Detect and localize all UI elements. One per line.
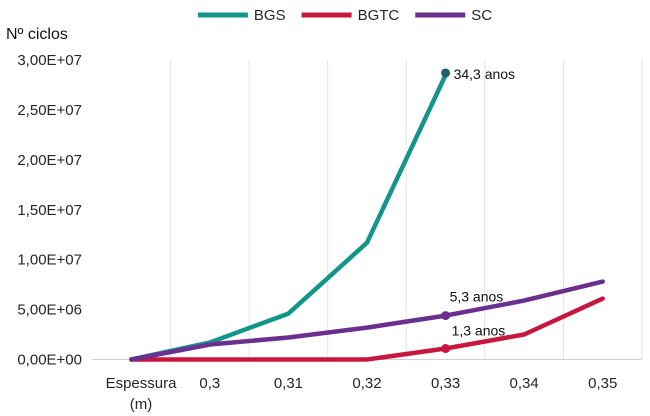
y-tick-label: 1,50E+07: [17, 202, 82, 219]
x-axis-ticks: 0,3 0,31 0,32 0,33 0,34 0,35: [199, 375, 617, 392]
annotation-marker-bgtc: [441, 344, 451, 354]
annotations: 34,3 anos 5,3 anos 1,3 anos: [441, 66, 515, 354]
legend-label-bgtc: BGTC: [358, 7, 400, 24]
gridlines: [170, 60, 643, 360]
x-tick-label: 0,35: [588, 375, 617, 392]
y-tick-label: 3,00E+07: [17, 52, 82, 69]
x-tick-label: 0,33: [431, 375, 460, 392]
x-tick-label: 0,3: [199, 375, 220, 392]
series-lines: [129, 72, 605, 362]
x-tick-label: 0,32: [352, 375, 381, 392]
series-line-bgtc: [129, 296, 605, 362]
legend: BGS BGTC SC: [197, 7, 492, 24]
annotation-marker-bgs: [441, 68, 451, 78]
y-tick-label: 2,00E+07: [17, 152, 82, 169]
annotation-marker-sc: [441, 311, 451, 321]
y-tick-label: 2,50E+07: [17, 102, 82, 119]
series-line-bgs: [129, 72, 448, 362]
y-tick-label: 1,00E+07: [17, 252, 82, 269]
y-axis-label: Nº ciclos: [6, 26, 68, 43]
annotation-label-bgtc: 1,3 anos: [452, 323, 506, 339]
y-axis-ticks: 0,00E+00 5,00E+06 1,00E+07 1,50E+07 2,00E+07…: [17, 52, 82, 369]
x-tick-label: 0,34: [510, 375, 539, 392]
annotation-label-sc: 5,3 anos: [450, 289, 504, 305]
x-axis-label-unit: (m): [130, 396, 153, 413]
y-tick-label: 5,00E+06: [17, 302, 82, 319]
legend-label-bgs: BGS: [254, 7, 286, 24]
x-tick-label: 0,31: [274, 375, 303, 392]
series-line-sc: [129, 279, 605, 362]
legend-label-sc: SC: [471, 7, 492, 24]
annotation-label-bgs: 34,3 anos: [454, 66, 515, 82]
x-axis-label: Espessura: [106, 375, 178, 392]
y-tick-label: 0,00E+00: [17, 352, 82, 369]
